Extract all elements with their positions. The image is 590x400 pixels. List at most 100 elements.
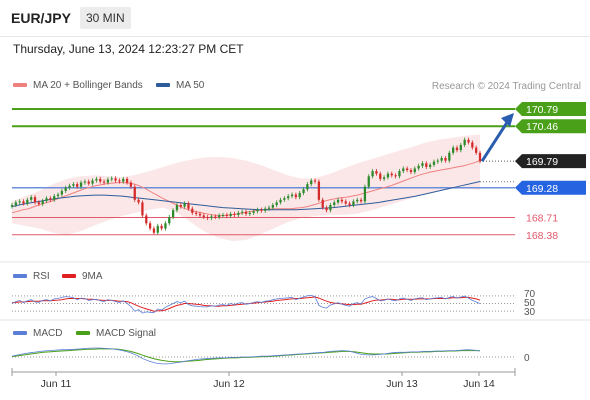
rsi-ma-swatch	[62, 274, 76, 279]
candle-body	[164, 223, 167, 229]
candle-body	[478, 152, 482, 162]
candle-body	[187, 203, 190, 209]
candle-body	[321, 199, 324, 208]
candle	[321, 197, 324, 210]
candle	[114, 176, 117, 183]
candle-body	[467, 139, 470, 143]
time-tick-label: Jun 12	[213, 378, 245, 390]
candle-body	[33, 197, 37, 203]
candle	[329, 202, 332, 213]
candle-body	[448, 152, 451, 161]
candle-body	[68, 185, 71, 188]
ma50-swatch	[156, 83, 170, 88]
candle	[271, 202, 274, 210]
candle-body	[402, 168, 405, 172]
candle	[122, 176, 125, 184]
candle-body	[455, 147, 459, 151]
candle-body	[122, 178, 125, 182]
candle-body	[194, 212, 198, 214]
candle-body	[76, 184, 79, 187]
macd-signal-swatch	[76, 331, 90, 336]
candle	[428, 162, 432, 169]
candle-body	[317, 181, 321, 200]
candle	[56, 192, 60, 199]
candle-body	[241, 211, 244, 213]
price-level-label-3: 169.28	[515, 180, 586, 195]
candle-body	[225, 214, 228, 216]
candle	[99, 176, 102, 184]
candle-body	[64, 187, 67, 191]
candle-body	[168, 217, 171, 224]
candle	[471, 140, 474, 150]
candle	[444, 155, 447, 163]
candle-body	[290, 194, 294, 197]
candle-body	[471, 142, 474, 148]
candle	[394, 173, 397, 179]
candle-body	[348, 203, 351, 206]
candle-body	[359, 199, 363, 202]
candle-body	[102, 181, 106, 183]
candle	[141, 200, 144, 218]
forecast-arrow	[480, 112, 514, 162]
candle-body	[137, 199, 140, 203]
candle-body	[99, 178, 102, 182]
candle	[413, 166, 416, 175]
candle	[72, 182, 75, 188]
candle-body	[294, 194, 298, 198]
legend-ma20-label: MA 20 + Bollinger Bands	[33, 80, 143, 91]
candle	[68, 183, 71, 190]
candle-body	[129, 182, 133, 187]
candle-body	[148, 223, 152, 229]
rsi-swatch	[13, 274, 27, 279]
candle	[313, 178, 317, 184]
candle	[294, 192, 298, 200]
candle-body	[160, 225, 163, 229]
candle-body	[283, 198, 286, 200]
candle	[129, 180, 133, 189]
candle	[356, 197, 359, 204]
candle	[41, 198, 44, 207]
candle	[225, 212, 228, 219]
candle-body	[425, 163, 428, 167]
candle	[60, 188, 64, 197]
credit-label: Research © 2024 Trading Central	[431, 81, 581, 92]
legend-macd-signal: MACD Signal	[76, 328, 156, 339]
price-level-label-5: 168.38	[526, 230, 558, 242]
candle-body	[87, 181, 90, 184]
macd-line	[11, 347, 481, 365]
candle	[436, 158, 439, 164]
candle-body	[49, 198, 52, 200]
candle-body	[22, 201, 25, 204]
candle-body	[45, 198, 48, 201]
candle	[340, 197, 344, 204]
chart-header: EUR/JPY 30 MIN	[0, 0, 590, 37]
rsi-line	[11, 294, 481, 314]
candle	[83, 179, 87, 185]
candle	[425, 161, 428, 169]
candle-body	[233, 213, 236, 215]
candle	[279, 197, 282, 205]
candle-body	[367, 176, 370, 187]
price-level-label-4: 168.71	[526, 213, 558, 225]
candle	[264, 206, 267, 213]
candle	[336, 197, 340, 205]
candle-body	[206, 217, 209, 219]
candle	[14, 200, 17, 208]
forecast-arrow-shaft	[480, 120, 510, 162]
candle-body	[329, 205, 332, 211]
time-tick-label: Jun 11	[41, 378, 72, 390]
candle-body	[91, 180, 94, 184]
candle-body	[229, 213, 232, 216]
candle	[156, 223, 159, 235]
candle	[386, 171, 390, 180]
timeframe-button[interactable]: 30 MIN	[80, 7, 131, 29]
candle-body	[398, 171, 401, 177]
candle-body	[175, 205, 179, 211]
candle	[106, 177, 110, 185]
candle	[325, 205, 328, 213]
ma50-line	[11, 181, 481, 211]
candle-body	[459, 144, 462, 151]
candle	[237, 210, 240, 218]
forecast-arrow-head	[501, 112, 514, 127]
